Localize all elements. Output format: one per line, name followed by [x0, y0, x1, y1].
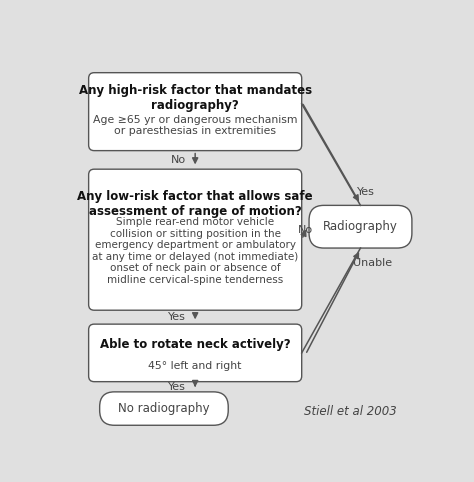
Text: Simple rear-end motor vehicle
collision or sitting position in the
emergency dep: Simple rear-end motor vehicle collision …	[92, 217, 298, 285]
Text: Radiography: Radiography	[323, 220, 398, 233]
Text: Any high-risk factor that mandates
radiography?: Any high-risk factor that mandates radio…	[79, 83, 312, 112]
Text: Able to rotate neck actively?: Able to rotate neck actively?	[100, 338, 291, 351]
Text: Unable: Unable	[353, 258, 392, 268]
Text: Yes: Yes	[357, 187, 374, 197]
Text: Yes: Yes	[168, 382, 186, 392]
Text: No: No	[298, 226, 313, 235]
Text: 45° left and right: 45° left and right	[148, 361, 242, 371]
Text: Yes: Yes	[168, 312, 186, 322]
FancyBboxPatch shape	[100, 392, 228, 425]
Text: Stiell et al 2003: Stiell et al 2003	[304, 405, 397, 418]
Text: Any low-risk factor that allows safe
assessment of range of motion?: Any low-risk factor that allows safe ass…	[77, 190, 313, 218]
FancyBboxPatch shape	[89, 324, 301, 382]
Text: No radiography: No radiography	[118, 402, 210, 415]
FancyBboxPatch shape	[89, 73, 301, 150]
FancyBboxPatch shape	[309, 205, 412, 248]
Text: Age ≥65 yr or dangerous mechanism
or paresthesias in extremities: Age ≥65 yr or dangerous mechanism or par…	[93, 115, 297, 136]
Text: No: No	[171, 155, 186, 165]
FancyBboxPatch shape	[89, 169, 301, 310]
